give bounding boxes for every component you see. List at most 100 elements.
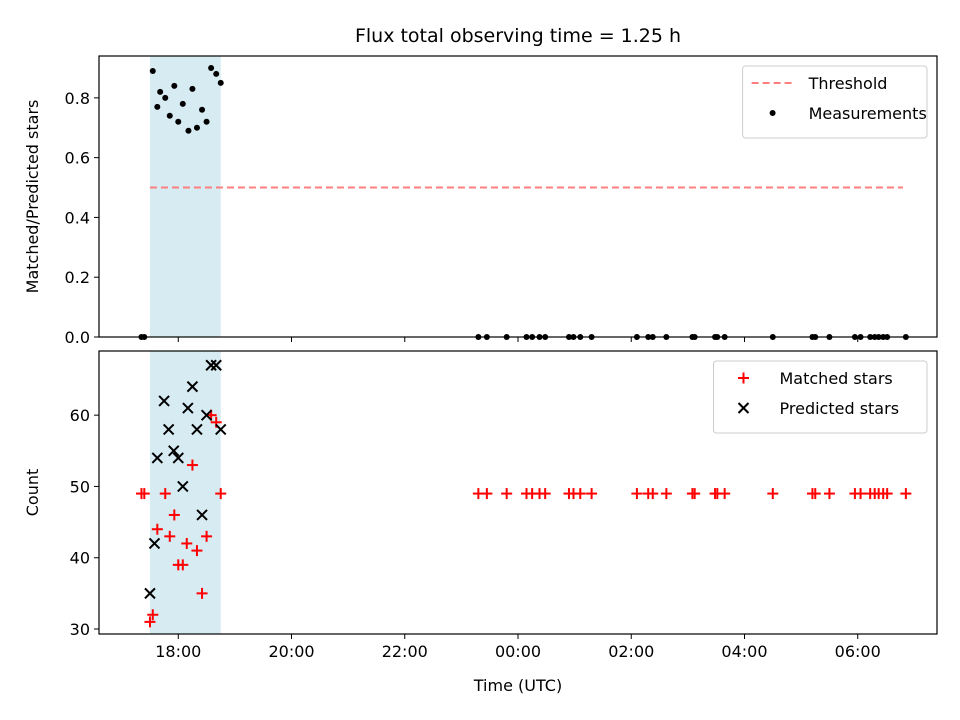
legend-box: [713, 360, 928, 434]
dot-point: [154, 103, 161, 110]
x-tick-label: 20:00: [268, 642, 314, 661]
y-tick-label: 0.6: [65, 149, 90, 168]
plus-point: [168, 509, 180, 521]
plus-point: [186, 459, 198, 471]
y-tick-label: 0.4: [65, 208, 90, 227]
dot-point: [189, 85, 196, 92]
plus-point: [539, 488, 551, 500]
x-tick-label: 18:00: [155, 642, 201, 661]
x-point-b: [210, 359, 222, 371]
x-point-b: [182, 402, 194, 414]
plus-point: [181, 537, 193, 549]
dot-point: [171, 82, 178, 89]
legend-swatch: [738, 372, 749, 384]
legend: Matched stars Predicted stars: [713, 360, 928, 434]
legend-label: Predicted stars: [780, 399, 900, 418]
dot-point: [199, 106, 206, 113]
plus-point: [201, 530, 213, 542]
x-point: [191, 423, 203, 436]
x-point-b: [196, 509, 208, 521]
y-tick-label: 60: [70, 406, 90, 425]
plus-point: [138, 488, 150, 500]
x-axis-label: Time (UTC): [473, 676, 562, 695]
x-point: [186, 380, 199, 393]
y-tick-label: 0.0: [65, 328, 90, 347]
x-point: [177, 480, 189, 493]
x-point: [162, 423, 175, 436]
plus-point: [177, 559, 189, 571]
y-axis-label: Matched/Predicted stars: [23, 100, 42, 294]
x-tick-label: 02:00: [608, 642, 654, 661]
dot-point: [166, 112, 173, 119]
y-tick-label: 50: [70, 477, 90, 496]
dot-point: [157, 88, 164, 95]
plus-point: [881, 488, 893, 500]
x-point: [168, 445, 180, 457]
chart-title: Flux total observing time = 1.25 h: [355, 25, 681, 47]
legend-swatch: [769, 110, 776, 116]
plus-point: [164, 530, 176, 542]
x-point: [215, 423, 227, 436]
dot-point: [175, 118, 182, 125]
plus-point: [215, 488, 227, 500]
plus-point: [660, 488, 672, 500]
observing-window-span: [149, 351, 221, 634]
plus-point: [574, 488, 586, 500]
x-point: [172, 452, 184, 464]
x-point: [196, 509, 208, 521]
x-point-b: [172, 452, 184, 464]
x-point-b: [177, 480, 189, 493]
x-tick-label: 06:00: [835, 642, 881, 661]
plus-point: [767, 488, 779, 500]
plus-point: [586, 488, 598, 500]
x-tick-label: 00:00: [495, 642, 541, 661]
x-tick-label: 22:00: [382, 642, 428, 661]
plus-point: [647, 488, 659, 500]
x-point: [210, 359, 222, 371]
plus-point: [147, 609, 159, 621]
count-panel: 30 40 50 60 18:00 20:00 22:00 00:00 02:00 04:00 06…: [23, 350, 938, 661]
plus-point: [159, 488, 171, 500]
dot-point: [213, 70, 220, 77]
dot-point: [203, 118, 210, 125]
y-tick-label: 0.8: [65, 89, 90, 108]
x-point-b: [148, 537, 161, 550]
plus-point: [900, 488, 912, 500]
y-tick-label: 30: [70, 620, 90, 639]
plus-point: [481, 488, 493, 500]
x-point-b: [158, 395, 170, 407]
plus-point: [823, 488, 835, 500]
legend-swatch: [737, 402, 750, 414]
x-point-b: [186, 380, 199, 393]
legend-label: Threshold: [808, 74, 888, 93]
legend-label: Measurements: [809, 104, 927, 123]
y-axis-label: Count: [23, 469, 42, 517]
dot-point: [162, 94, 169, 101]
ratio-panel: 0.0 0.2 0.4 0.6 0.8 Matched/Predicted stars Th…: [23, 55, 938, 347]
plus-point: [809, 488, 821, 500]
plus-point: [144, 616, 156, 628]
x-point: [148, 537, 161, 550]
x-point-b: [168, 445, 180, 457]
x-point: [151, 452, 164, 464]
x-point: [158, 395, 170, 407]
plus-point: [151, 523, 163, 535]
plus-point: [689, 488, 701, 500]
legend-label: Matched stars: [780, 369, 893, 388]
legend-swatch-b: [737, 402, 750, 414]
x-point: [200, 409, 213, 421]
dot-point: [185, 127, 192, 134]
y-tick-label: 40: [70, 549, 90, 568]
y-tick-label: 0.2: [65, 268, 90, 287]
plus-point: [631, 488, 643, 500]
plus-point: [501, 488, 513, 500]
x-tick-label: 04:00: [721, 642, 767, 661]
x-point-b: [200, 409, 213, 421]
plus-point: [855, 488, 867, 500]
x-point-b: [144, 587, 156, 600]
dot-point: [217, 79, 224, 86]
x-point-b: [205, 359, 217, 371]
series-predicted-stars: [144, 359, 227, 600]
x-point-b: [191, 423, 203, 436]
